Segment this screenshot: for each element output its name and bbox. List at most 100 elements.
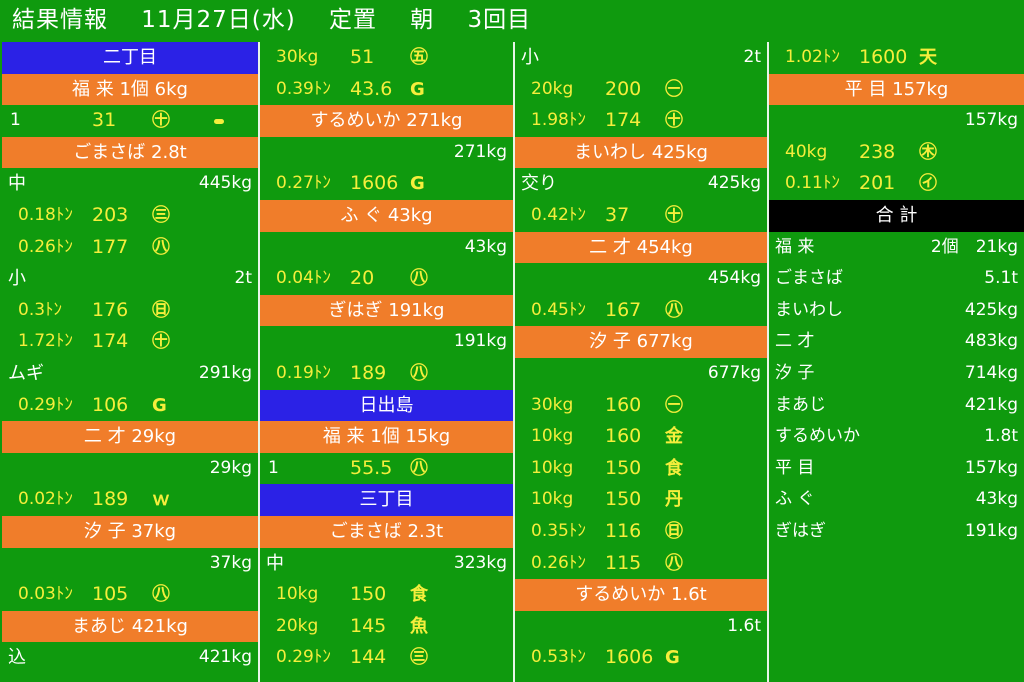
category-header-row: 合 計 — [769, 199, 1024, 232]
buyer-mark-icon: G — [410, 173, 425, 195]
entry-price: 37 — [605, 203, 630, 226]
price-entry-row: 0.39ﾄﾝ 43.6 G — [260, 74, 513, 106]
header-type: 定置 — [328, 7, 377, 33]
grade-weight: 421kg — [198, 647, 252, 668]
category-header-row: ふ ぐ 43kg — [260, 199, 513, 232]
summary-row: 平 目 157kg — [769, 453, 1024, 485]
buyer-mark-icon: ㊐ — [665, 520, 683, 542]
price-entry-row: 0.03ﾄﾝ 105 ㊇ — [2, 579, 258, 611]
entry-weight: 10kg — [531, 426, 574, 447]
entry-weight: 10kg — [531, 489, 574, 510]
grade-weight: 157kg — [964, 110, 1018, 131]
price-entry-row: 0.29ﾄﾝ 106 G — [2, 390, 258, 422]
price-entry-row: 0.26ﾄﾝ 177 ㊇ — [2, 232, 258, 264]
category-header-row: まいわし 425kg — [515, 136, 767, 169]
grade-weight: 425kg — [707, 173, 761, 194]
column-4: 1.02ﾄﾝ 1600 天平 目 157kg 157kg 40kg 238 ㊍ 0.11ﾄﾝ 2… — [769, 42, 1024, 682]
column-divider — [513, 42, 515, 682]
buyer-mark-icon: ㊇ — [152, 236, 170, 258]
grade-weight: 37kg — [209, 552, 252, 573]
entry-price: 238 — [859, 140, 896, 163]
entry-weight: 0.18ﾄﾝ — [18, 204, 73, 225]
subtotal-row: 677kg — [515, 358, 767, 390]
subtotal-row: 29kg — [2, 453, 258, 485]
summary-total: 483kg — [964, 331, 1018, 352]
buyer-mark-icon: 金 — [665, 426, 683, 448]
price-entry-row: 0.29ﾄﾝ 144 ㊂ — [260, 642, 513, 674]
summary-species: 汐 子 — [775, 362, 815, 383]
price-entry-row: 10kg 150 食 — [260, 579, 513, 611]
entry-price: 201 — [859, 172, 896, 195]
subtotal-row: 小 2t — [2, 263, 258, 295]
entry-weight: 0.29ﾄﾝ — [18, 394, 73, 415]
summary-row: ぎはぎ 191kg — [769, 516, 1024, 548]
summary-species: 二 才 — [775, 331, 815, 352]
buyer-mark-icon: ㊉ — [665, 204, 683, 226]
buyer-mark-icon: G — [410, 78, 425, 100]
buyer-mark-icon: ㊉ — [152, 331, 170, 353]
entry-weight: 20kg — [531, 78, 574, 99]
buyer-mark-icon: ㊇ — [665, 299, 683, 321]
price-entry-row: 0.04ﾄﾝ 20 ㊇ — [260, 263, 513, 295]
entry-price: 55.5 — [350, 456, 393, 479]
summary-species: ふ ぐ — [775, 489, 815, 510]
buyer-mark-icon: ｗ — [152, 489, 170, 511]
subtotal-row: 中 445kg — [2, 168, 258, 200]
entry-price: 160 — [605, 425, 642, 448]
entry-weight: 0.26ﾄﾝ — [531, 552, 586, 573]
category-header-row: ごまさば 2.8t — [2, 136, 258, 169]
summary-row: 二 才 483kg — [769, 326, 1024, 358]
subtotal-row: 小 2t — [515, 42, 767, 74]
buyer-mark-icon: ㊄ — [410, 47, 428, 68]
entry-weight: 0.3ﾄﾝ — [18, 299, 63, 320]
column-2: 30kg 51 ㊄ 0.39ﾄﾝ 43.6 G するめいか 271kg 271kg 0.27ﾄﾝ… — [260, 42, 513, 682]
grade-weight: 677kg — [707, 362, 761, 383]
entry-weight: 1 — [10, 110, 21, 131]
price-entry-row: 0.18ﾄﾝ 203 ㊂ — [2, 200, 258, 232]
entry-weight: 0.11ﾄﾝ — [785, 173, 840, 194]
header-round: 3回目 — [467, 7, 532, 33]
category-header-row: 汐 子 37kg — [2, 515, 258, 548]
buyer-mark-icon: ㊇ — [665, 552, 683, 574]
entry-weight: 0.02ﾄﾝ — [18, 489, 73, 510]
price-entry-row: 0.42ﾄﾝ 37 ㊉ — [515, 200, 767, 232]
price-entry-row: 30kg 160 ㊀ — [515, 390, 767, 422]
entry-price: 174 — [605, 109, 642, 132]
subtotal-row: 454kg — [515, 263, 767, 295]
entry-price: 51 — [350, 46, 375, 68]
category-header-row: 平 目 157kg — [769, 73, 1024, 106]
buyer-mark-icon: ㊉ — [152, 110, 170, 132]
grade-weight: 323kg — [453, 552, 507, 573]
entry-price: 189 — [92, 488, 129, 511]
grade-weight: 29kg — [209, 457, 252, 478]
subtotal-row: ムギ 291kg — [2, 358, 258, 390]
summary-species: 平 目 — [775, 457, 815, 478]
summary-species: するめいか — [775, 426, 860, 447]
price-entry-row: 1.72ﾄﾝ 174 ㊉ — [2, 326, 258, 358]
buyer-mark-icon: ㊐ — [152, 299, 170, 321]
entry-price: 145 — [350, 614, 387, 637]
summary-row: ごまさば 5.1t — [769, 263, 1024, 295]
entry-weight: 0.42ﾄﾝ — [531, 204, 586, 225]
entry-price: 1606 — [350, 172, 399, 195]
price-entry-row: 20kg 145 魚 — [260, 611, 513, 643]
price-entry-row: 1.02ﾄﾝ 1600 天 — [769, 42, 1024, 74]
price-entry-row: 0.11ﾄﾝ 201 ㋑ — [769, 168, 1024, 200]
buyer-mark-icon: ㊇ — [410, 268, 428, 290]
summary-row: ふ ぐ 43kg — [769, 484, 1024, 516]
entry-weight: 0.53ﾄﾝ — [531, 647, 586, 668]
buyer-mark-icon: 食 — [410, 584, 428, 606]
entry-price: 177 — [92, 235, 129, 258]
entry-price: 160 — [605, 393, 642, 416]
summary-total: 2個 21kg — [930, 236, 1018, 257]
price-entry-row: 0.19ﾄﾝ 189 ㊇ — [260, 358, 513, 390]
indicator-dot-icon — [214, 119, 224, 125]
price-entry-row: 0.02ﾄﾝ 189 ｗ — [2, 484, 258, 516]
entry-weight: 0.45ﾄﾝ — [531, 299, 586, 320]
summary-row: まいわし 425kg — [769, 295, 1024, 327]
price-entry-row: 10kg 150 食 — [515, 453, 767, 485]
grade-weight: 43kg — [464, 236, 507, 257]
entry-price: 150 — [350, 583, 387, 606]
category-header-row: ごまさば 2.3t — [260, 515, 513, 548]
summary-total: 1.8t — [984, 426, 1018, 447]
